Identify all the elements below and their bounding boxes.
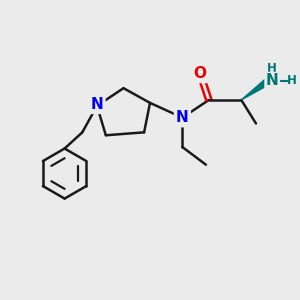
Polygon shape [241, 76, 273, 100]
Text: N: N [176, 110, 189, 125]
Text: H: H [267, 62, 277, 75]
Text: H: H [286, 74, 296, 87]
Text: O: O [194, 66, 207, 81]
Text: N: N [266, 73, 279, 88]
Text: N: N [91, 97, 103, 112]
